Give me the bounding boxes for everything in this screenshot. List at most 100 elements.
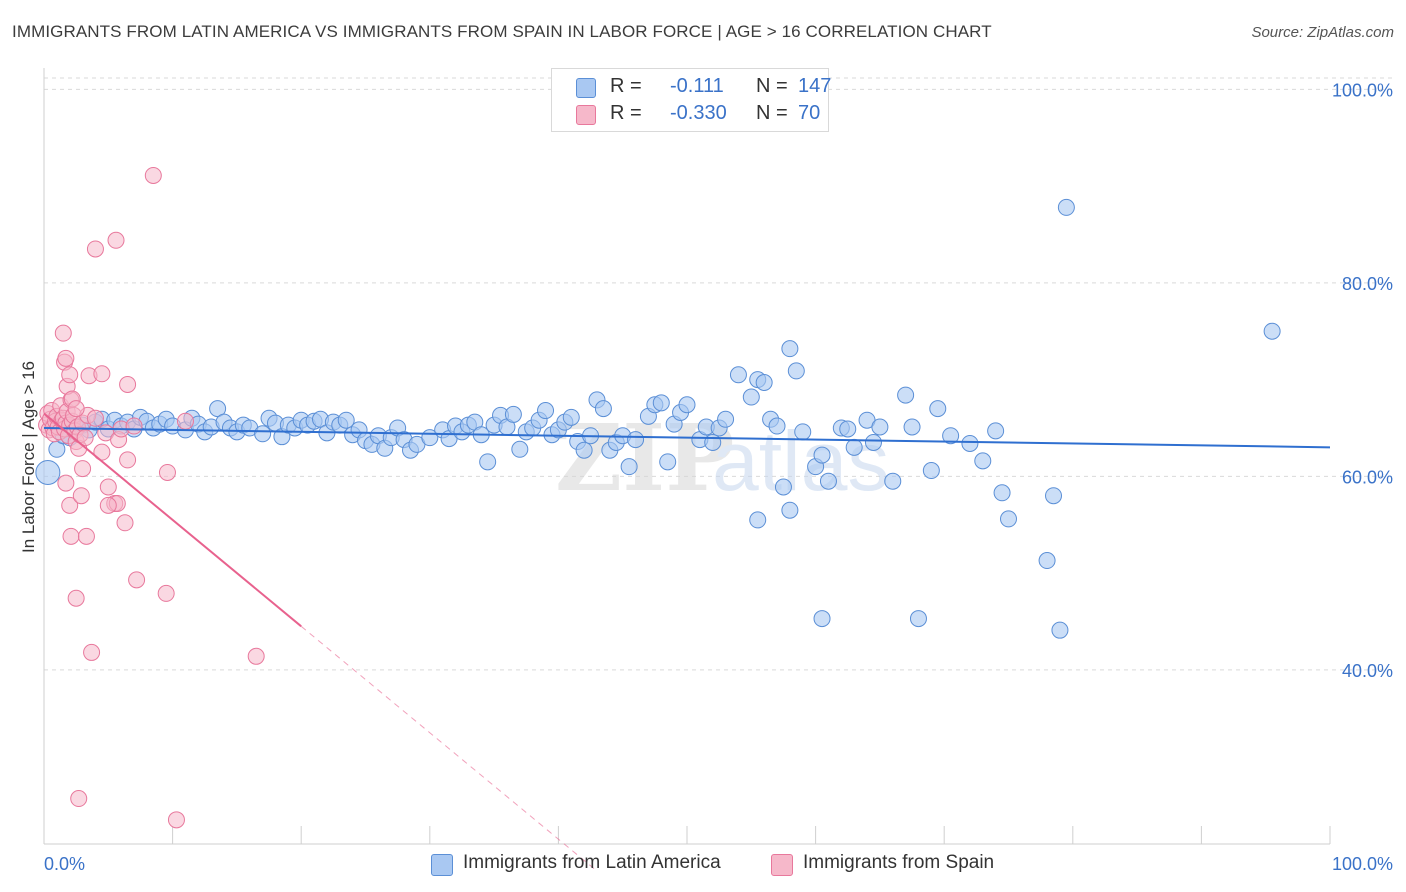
- legend-label-spain: Immigrants from Spain: [803, 852, 995, 873]
- data-point-latin-america: [942, 427, 960, 445]
- legend-swatch-spain: [771, 854, 793, 876]
- data-point-latin-america: [871, 418, 889, 436]
- data-point-spain: [125, 417, 143, 435]
- data-point-latin-america: [781, 501, 799, 519]
- data-point-latin-america: [903, 418, 921, 436]
- legend-swatch-latin-america: [576, 78, 596, 98]
- data-point-spain: [57, 474, 75, 492]
- data-point-spain: [70, 790, 88, 808]
- data-point-spain: [119, 451, 137, 469]
- data-point-latin-america: [1038, 552, 1056, 570]
- data-point-latin-america: [864, 433, 882, 451]
- data-point-spain: [247, 647, 265, 665]
- data-point-latin-america: [845, 438, 863, 456]
- data-point-spain: [128, 571, 146, 589]
- legend-r-label: R =: [610, 102, 642, 124]
- series-spain-points: [38, 166, 265, 829]
- data-point-latin-america: [704, 433, 722, 451]
- data-point-latin-america: [909, 610, 927, 628]
- y-tick-label: 40.0%: [1342, 661, 1393, 681]
- data-point-latin-america: [537, 402, 555, 420]
- data-point-latin-america: [987, 422, 1005, 440]
- data-point-spain: [76, 429, 94, 447]
- data-point-latin-america: [787, 362, 805, 380]
- data-point-spain: [67, 589, 85, 607]
- x-tick-label: 0.0%: [44, 854, 85, 874]
- data-point-latin-america: [813, 610, 831, 628]
- data-point-spain: [86, 409, 104, 427]
- data-point-spain: [99, 478, 117, 496]
- data-point-latin-america: [627, 431, 645, 449]
- data-point-spain: [61, 366, 79, 384]
- source-credit: Source: ZipAtlas.com: [1251, 24, 1394, 41]
- data-point-latin-america: [961, 434, 979, 452]
- data-point-spain: [158, 463, 176, 481]
- data-point-spain: [167, 811, 185, 829]
- trend-line-spain-extension: [300, 625, 598, 872]
- data-point-latin-america: [768, 417, 786, 435]
- data-point-spain: [176, 412, 194, 430]
- data-point-spain: [83, 643, 101, 661]
- data-point-latin-america: [1057, 198, 1075, 216]
- data-point-latin-america: [337, 411, 355, 429]
- data-point-latin-america: [929, 400, 947, 418]
- data-point-latin-america: [511, 440, 529, 458]
- data-point-spain: [57, 349, 75, 367]
- legend-n-label: N =: [756, 102, 788, 124]
- data-point-latin-america: [922, 462, 940, 480]
- data-point-spain: [116, 514, 134, 532]
- data-point-spain: [62, 527, 80, 545]
- data-point-latin-america: [884, 472, 902, 490]
- data-point-spain: [77, 527, 95, 545]
- trend-line-latin-america: [43, 426, 1331, 449]
- legend-label-latin-america: Immigrants from Latin America: [463, 852, 721, 873]
- legend-r-label: R =: [610, 75, 642, 97]
- data-point-spain: [61, 496, 79, 514]
- data-point-latin-america: [993, 484, 1011, 502]
- data-point-latin-america: [819, 472, 837, 490]
- data-point-latin-america: [742, 388, 760, 406]
- data-point-latin-america: [659, 453, 677, 471]
- data-point-latin-america: [562, 408, 580, 426]
- x-tick-label: 100.0%: [1332, 854, 1393, 874]
- data-point-latin-america: [1000, 510, 1017, 528]
- trend-lines: [43, 412, 1331, 872]
- data-point-latin-america: [594, 400, 612, 418]
- data-point-spain: [54, 324, 72, 342]
- legend-n-label: N =: [756, 75, 788, 97]
- axes: [43, 68, 1331, 845]
- legend-r-value: -0.330: [670, 102, 727, 124]
- data-point-latin-america: [755, 374, 773, 392]
- data-point-latin-america: [678, 396, 696, 414]
- data-point-latin-america: [717, 410, 735, 428]
- data-point-spain: [74, 460, 92, 478]
- trend-line-spain: [43, 412, 302, 628]
- data-point-latin-america: [749, 511, 767, 529]
- series-latin-america-points: [35, 198, 1281, 639]
- y-axis-label: In Labor Force | Age > 16: [19, 361, 38, 553]
- legend-n-value: 70: [798, 102, 821, 124]
- data-point-latin-america: [504, 405, 522, 423]
- legend-r-value: -0.111: [670, 75, 724, 97]
- chart-title: IMMIGRANTS FROM LATIN AMERICA VS IMMIGRA…: [12, 22, 992, 41]
- data-point-latin-america: [897, 386, 915, 404]
- data-point-spain: [86, 240, 104, 258]
- data-point-spain: [107, 231, 125, 249]
- data-point-latin-america: [254, 425, 272, 443]
- data-point-latin-america: [794, 423, 812, 441]
- legend-n-value: 147: [798, 75, 832, 97]
- legend-swatch-latin-america: [431, 854, 453, 876]
- tick-labels: 100.0% 80.0% 60.0% 40.0% 0.0% 100.0%: [44, 80, 1393, 874]
- data-point-latin-america: [781, 340, 799, 358]
- y-tick-label: 60.0%: [1342, 467, 1393, 487]
- data-point-spain: [144, 166, 162, 184]
- data-point-latin-america: [813, 446, 831, 464]
- legend-swatch-spain: [576, 105, 596, 125]
- data-point-latin-america: [652, 394, 670, 412]
- data-point-spain: [93, 365, 111, 383]
- data-point-latin-america: [1045, 487, 1063, 505]
- data-point-latin-america: [729, 366, 747, 384]
- data-point-latin-america: [479, 453, 497, 471]
- data-point-latin-america: [1263, 322, 1281, 340]
